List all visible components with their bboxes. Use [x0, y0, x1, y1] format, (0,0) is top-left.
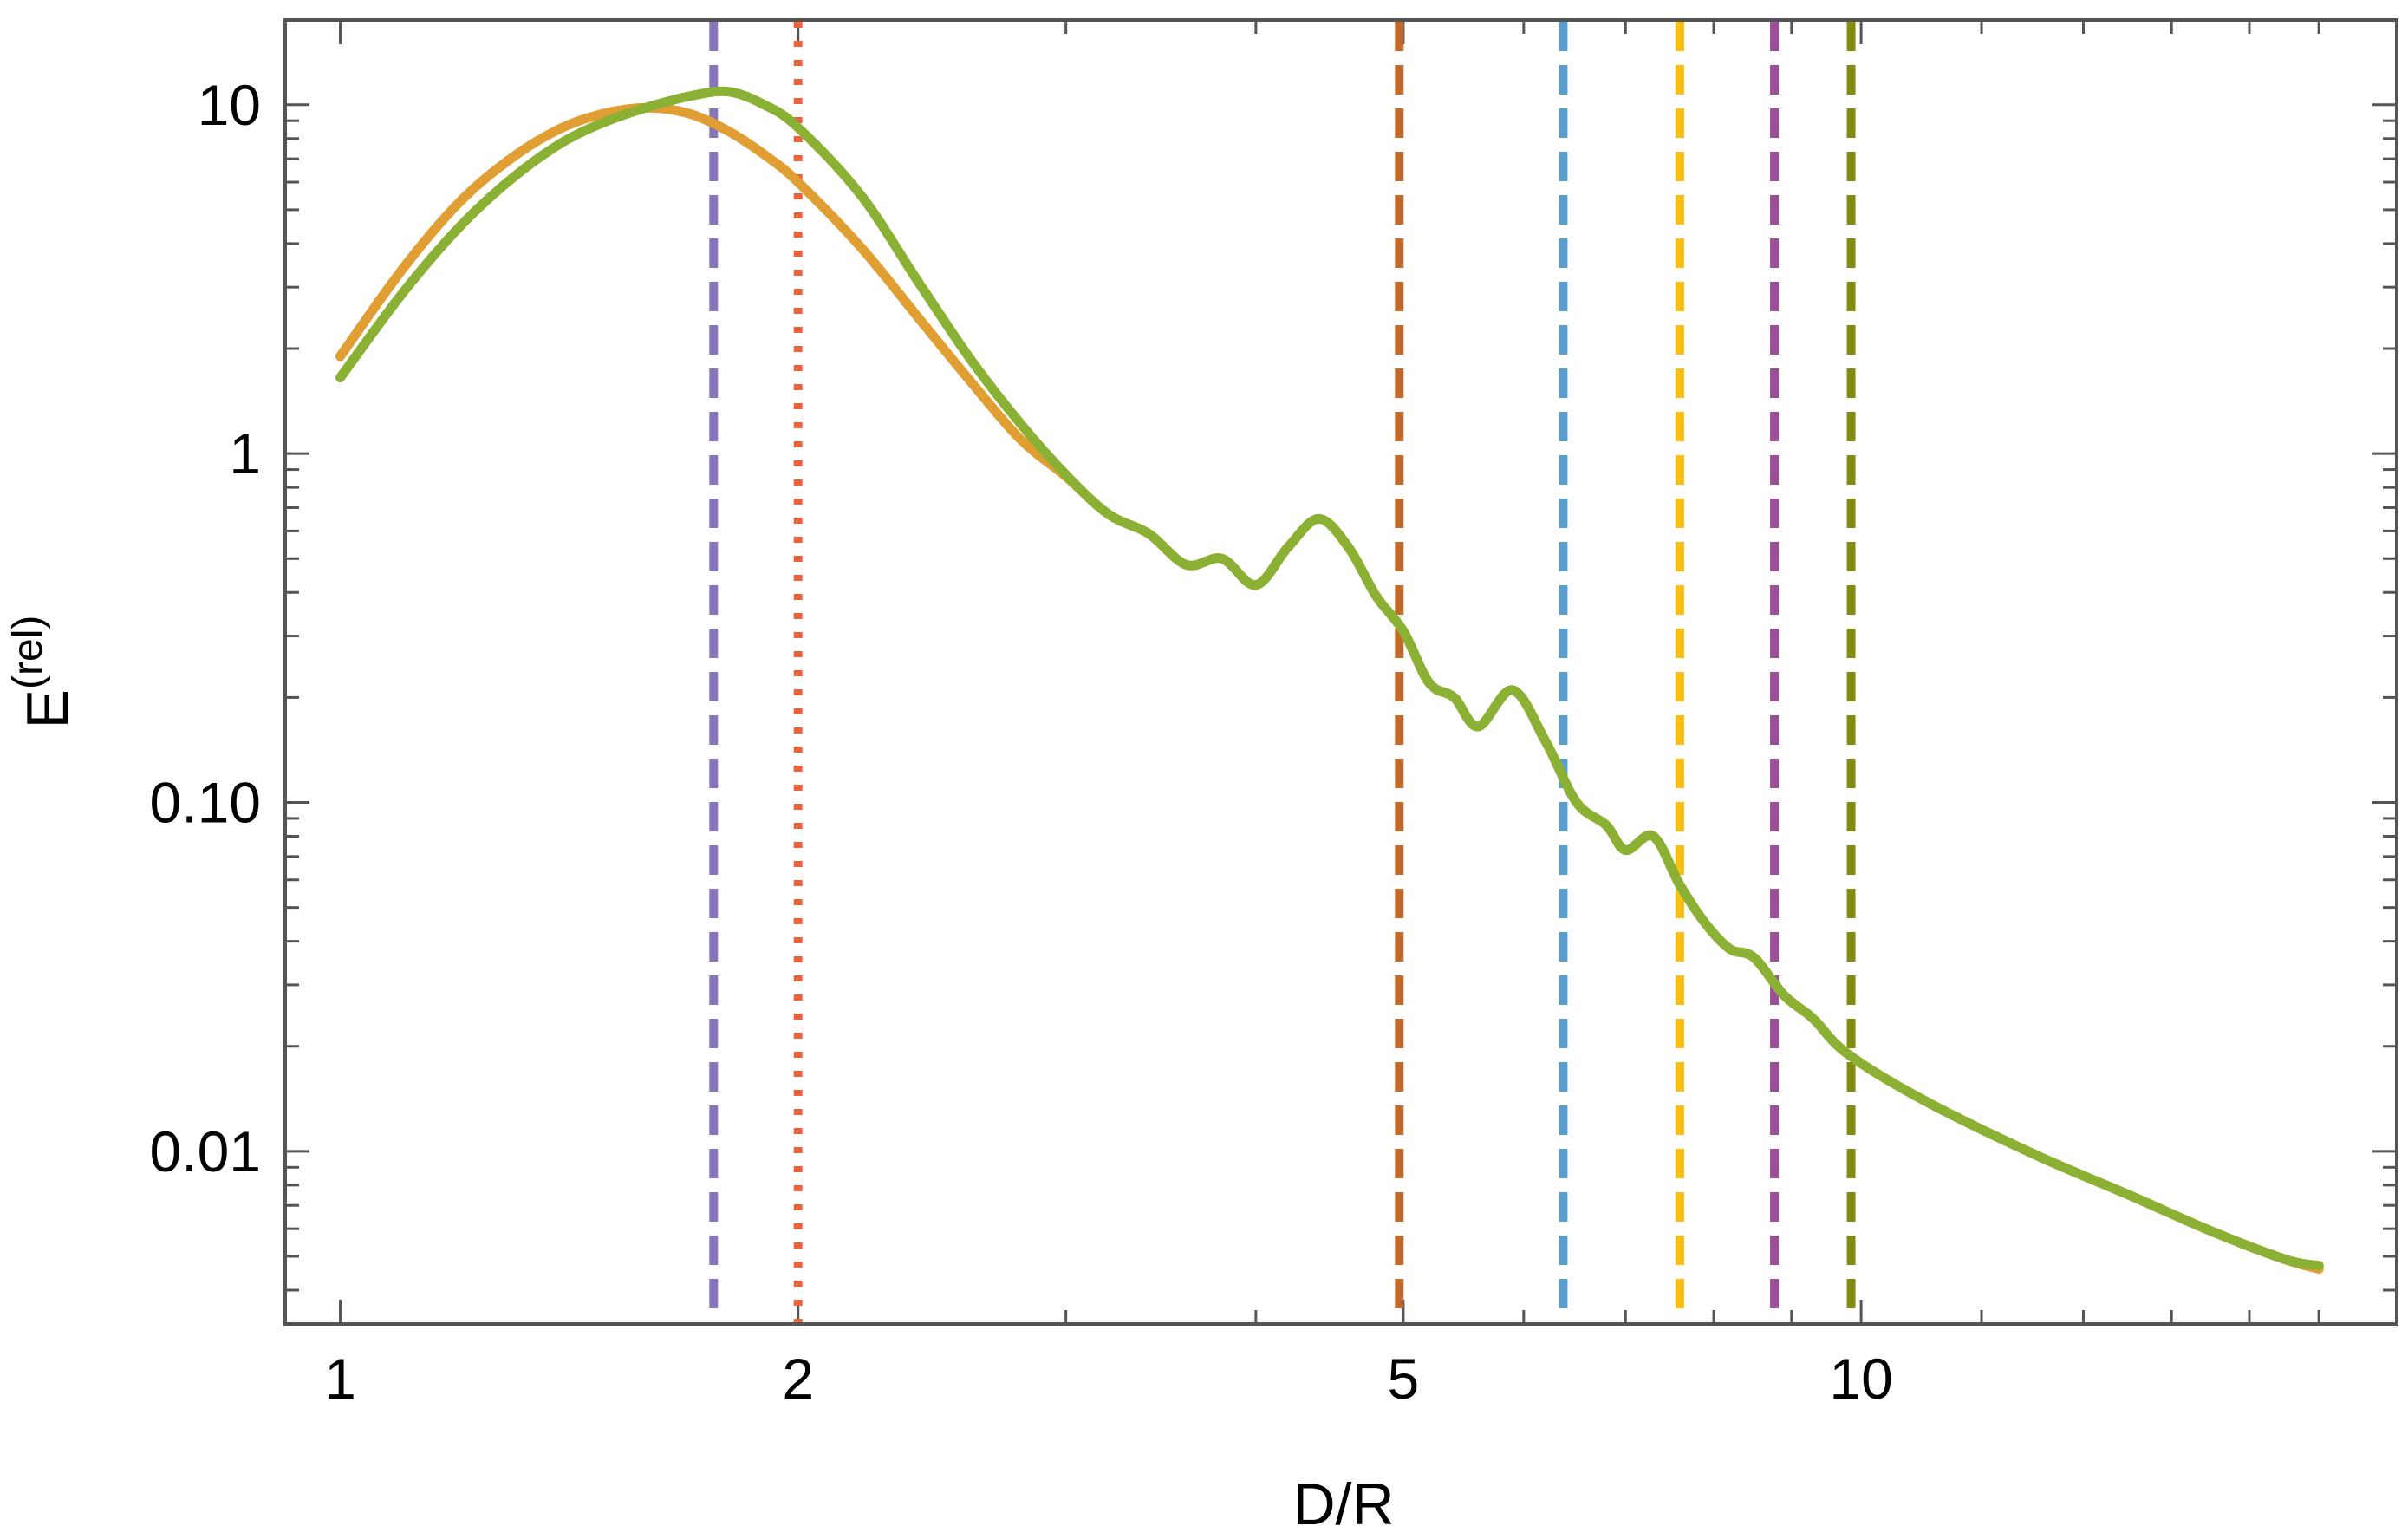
y-tick-label: 0.01: [150, 1119, 261, 1184]
svg-text:E(rel): E(rel): [5, 616, 81, 729]
y-tick-label: 0.10: [150, 771, 261, 835]
x-tick-label: 5: [1388, 1347, 1420, 1411]
y-tick-labels: 10 1 0.10 0.01: [150, 73, 261, 1184]
y-axis-ticks: [285, 103, 2397, 1292]
x-tick-label: 2: [782, 1347, 814, 1411]
x-tick-label: 1: [324, 1347, 356, 1411]
x-axis-title: D/R: [1292, 1471, 1394, 1537]
x-tick-label: 10: [1829, 1347, 1892, 1411]
y-tick-label: 1: [229, 421, 261, 486]
x-axis-ticks: [339, 20, 2320, 1324]
y-axis-title-main: E: [15, 689, 81, 728]
x-tick-labels: 1 2 5 10: [324, 1347, 1893, 1411]
series-lines: [335, 86, 2324, 1275]
series-line: [335, 102, 2324, 1275]
y-axis-title: E(rel): [5, 616, 81, 729]
reference-lines: [709, 22, 1856, 1322]
y-axis-title-superscript: (rel): [5, 616, 51, 689]
series-line: [335, 86, 2324, 1271]
y-tick-label: 10: [198, 73, 261, 137]
plot-frame: [283, 18, 2398, 1326]
